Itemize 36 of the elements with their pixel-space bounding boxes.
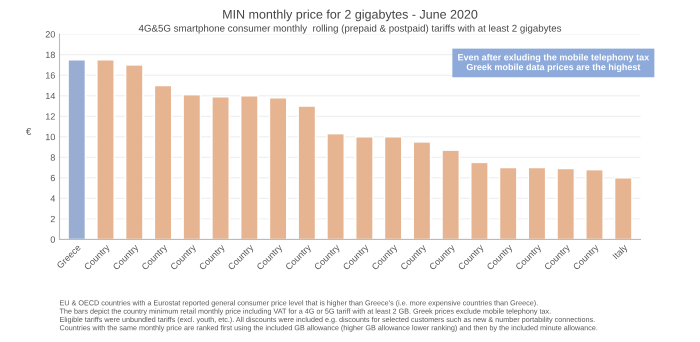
y-tick-label: 6 xyxy=(50,174,55,182)
bar xyxy=(441,149,460,240)
x-tick-label: Italy xyxy=(612,244,630,261)
y-tick-label: 12 xyxy=(46,113,55,120)
y-axis-title: € xyxy=(26,128,32,135)
bar xyxy=(614,177,633,240)
bar xyxy=(124,64,144,240)
y-tick-label: 10 xyxy=(46,134,55,140)
bar xyxy=(298,105,316,240)
chart-title: MIN monthly price for 2 gigabytes - June 2020 xyxy=(223,10,478,22)
bar xyxy=(211,96,230,240)
bar xyxy=(182,94,202,240)
bar xyxy=(67,59,86,240)
annotation: Even after exluding the mobile telephony tax Greek mobile data prices are the highest xyxy=(458,54,650,72)
chart-subtitle: 4G&5G smartphone consumer monthly rolling (prepaid & postpaid) tariffs with at least 2 gigabytes xyxy=(138,24,562,34)
bar xyxy=(268,97,288,240)
bar xyxy=(470,162,489,240)
bar xyxy=(154,84,172,240)
bar xyxy=(240,95,259,240)
bar xyxy=(412,141,432,240)
y-tick-label: 18 xyxy=(46,52,55,58)
y-tick-label: 2 xyxy=(50,216,55,222)
y-tick-label: 4 xyxy=(50,195,56,202)
y-tick-label: 14 xyxy=(46,92,56,100)
y-tick-label: 20 xyxy=(46,31,55,38)
bar xyxy=(528,166,546,240)
y-tick-label: 16 xyxy=(46,72,55,79)
bar xyxy=(585,168,604,240)
y-tick-label: 0 xyxy=(50,236,55,243)
bar xyxy=(498,166,518,240)
bar xyxy=(556,168,576,240)
bar xyxy=(355,136,374,240)
bar xyxy=(326,133,345,240)
bar xyxy=(96,59,115,240)
y-tick-label: 8 xyxy=(50,154,55,161)
bar xyxy=(384,136,402,240)
